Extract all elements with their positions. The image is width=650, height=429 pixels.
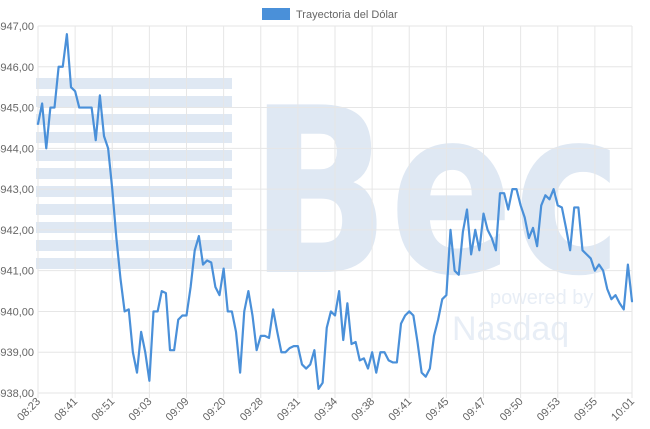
- watermark-partner: Nasdaq: [452, 310, 569, 348]
- watermark: Bec powered by Nasdaq: [36, 60, 622, 348]
- x-tick-label: 09:28: [238, 396, 266, 424]
- watermark-stripes-logo: [36, 78, 232, 269]
- x-tick-label: 10:01: [609, 396, 637, 424]
- x-axis-ticks: 08:23 08:41 08:51 09:03 09:09 09:20 09:28 09:31…: [15, 396, 637, 424]
- x-tick-label: 09:45: [424, 396, 452, 424]
- y-tick-label: $943,00: [0, 184, 34, 196]
- x-tick-label: 09:34: [312, 396, 340, 424]
- y-tick-label: $939,00: [0, 347, 34, 359]
- x-tick-label: 09:47: [461, 396, 489, 424]
- x-tick-label: 09:03: [127, 396, 155, 424]
- legend[interactable]: Trayectoria del Dólar: [262, 8, 398, 21]
- series-line-layer: [36, 33, 634, 391]
- watermark-powered-by: powered by: [490, 287, 593, 309]
- y-tick-label: $938,00: [0, 388, 34, 400]
- y-tick-label: $947,00: [0, 21, 34, 33]
- x-tick-label: 08:51: [89, 396, 117, 424]
- y-tick-label: $942,00: [0, 225, 34, 237]
- x-tick-label: 09:20: [201, 396, 229, 424]
- legend-swatch: [262, 8, 290, 20]
- series-line: [36, 33, 634, 391]
- y-tick-label: $946,00: [0, 62, 34, 74]
- x-tick-label: 09:09: [164, 396, 192, 424]
- x-tick-label: 09:38: [349, 396, 377, 424]
- y-tick-label: $940,00: [0, 306, 34, 318]
- y-tick-label: $941,00: [0, 266, 34, 278]
- x-tick-label: 09:50: [498, 396, 526, 424]
- y-tick-label: $944,00: [0, 143, 34, 155]
- y-tick-label: $945,00: [0, 103, 34, 115]
- x-tick-label: 08:41: [52, 396, 80, 424]
- x-tick-label: 09:55: [572, 396, 600, 424]
- x-tick-label: 09:31: [275, 396, 303, 424]
- watermark-logo-text: Bec: [250, 60, 622, 327]
- x-tick-label: 09:53: [535, 396, 563, 424]
- legend-label: Trayectoria del Dólar: [296, 9, 398, 21]
- y-axis-ticks: $938,00 $939,00 $940,00 $941,00 $942,00 $943,…: [0, 21, 34, 400]
- x-tick-label: 09:41: [386, 396, 414, 424]
